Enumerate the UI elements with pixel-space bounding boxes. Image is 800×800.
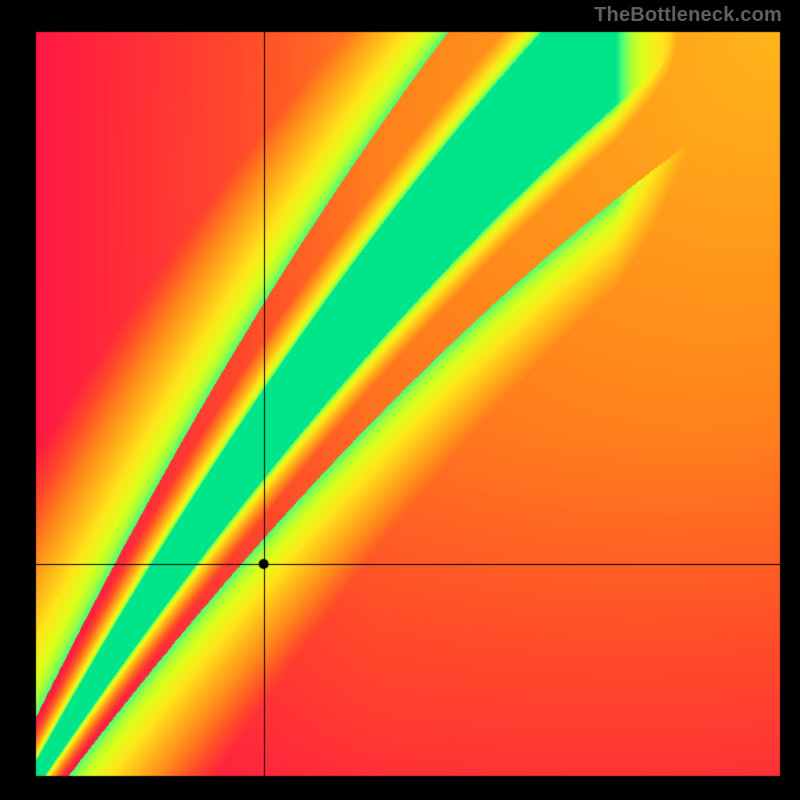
chart-container: TheBottleneck.com <box>0 0 800 800</box>
watermark-text: TheBottleneck.com <box>594 4 782 27</box>
heatmap-canvas <box>0 0 800 800</box>
